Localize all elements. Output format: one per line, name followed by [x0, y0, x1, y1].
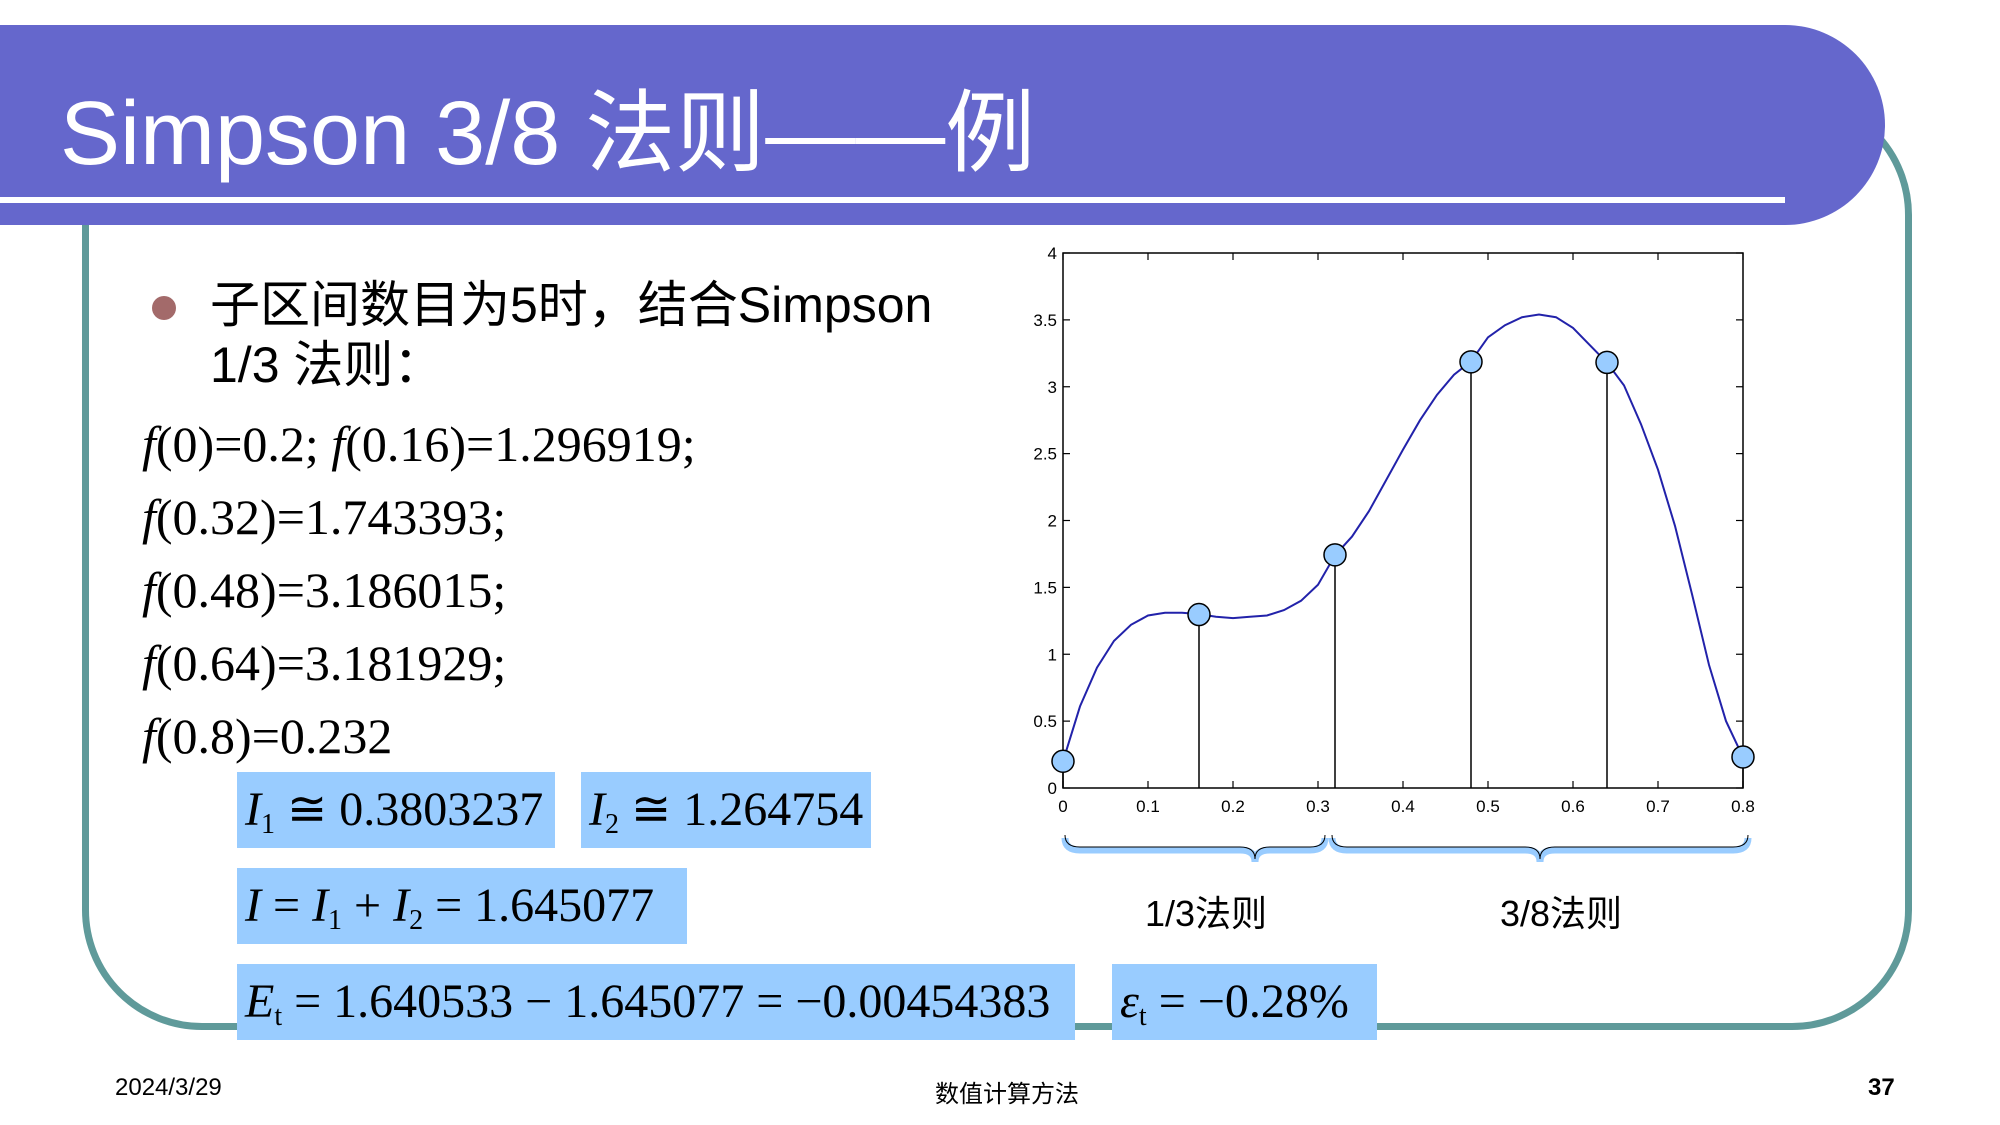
formula-variable: I: [393, 879, 410, 932]
axis-ticks: 0 0.1 0.2 0.3 0.4 0.5 0.6 0.7 0.8 0 0.5 1 1.5 2 2.5 3 3.…: [1033, 244, 1754, 816]
bullet-line-1: 子区间数目为5时，结合Simpson: [210, 277, 933, 333]
i2-formula-box: I2 ≅ 1.264754: [581, 772, 871, 848]
x-tick-label: 0.2: [1221, 797, 1245, 816]
x-tick-label: 0.5: [1476, 797, 1500, 816]
true-error-box: Et = 1.640533 − 1.645077 = −0.00454383: [237, 964, 1075, 1040]
total-integral-box: I = I1 + I2 = 1.645077: [237, 868, 687, 944]
y-tick-label: 1: [1048, 645, 1057, 664]
function-value: (0.16)=1.296919;: [345, 416, 696, 472]
formula-subscript: 2: [409, 905, 424, 936]
formula-subscript: 1: [328, 905, 343, 936]
x-tick-label: 0.3: [1306, 797, 1330, 816]
function-symbol: f: [142, 708, 156, 764]
y-tick-label: 0: [1048, 779, 1057, 798]
function-symbol: f: [142, 416, 156, 472]
y-tick-label: 2: [1048, 512, 1057, 531]
function-value: (0)=0.2;: [155, 416, 332, 472]
data-point: [1731, 745, 1755, 769]
function-values: f(0)=0.2; f(0.16)=1.296919; f(0.32)=1.74…: [142, 408, 696, 773]
i1-formula-box: I1 ≅ 0.3803237: [237, 772, 555, 848]
x-tick-label: 0.1: [1136, 797, 1160, 816]
formula-variable: E: [245, 975, 275, 1028]
x-tick-label: 0.7: [1646, 797, 1670, 816]
function-symbol: f: [142, 489, 156, 545]
formula-variable: I: [245, 879, 261, 932]
data-point: [1323, 543, 1347, 567]
y-tick-label: 2.5: [1033, 445, 1057, 464]
data-points: [1051, 350, 1755, 773]
formula-value: ≅ 0.3803237: [274, 783, 544, 836]
formula-subscript: t: [1138, 1001, 1147, 1032]
function-curve: [1062, 313, 1744, 762]
x-tick-label: 0.8: [1731, 797, 1755, 816]
three-eighths-rule-brace-edge: [1331, 834, 1749, 860]
one-third-rule-label: 1/3法则: [1145, 893, 1268, 934]
y-tick-label: 3.5: [1033, 311, 1057, 330]
formula-subscript: 1: [260, 809, 275, 840]
one-third-rule-brace-edge: [1064, 834, 1326, 860]
footer-date: 2024/3/29: [115, 1074, 222, 1101]
formula-value: = 1.640533 − 1.645077 = −0.00454383: [282, 975, 1051, 1028]
bullet-line-2: 1/3 法则：: [210, 337, 444, 393]
formula-variable: ε: [1120, 975, 1139, 1028]
data-point: [1595, 350, 1619, 375]
formula-value: ≅ 1.264754: [618, 783, 864, 836]
title-band: [0, 25, 1885, 225]
function-line-4: f(0.64)=3.181929;: [142, 627, 696, 700]
y-tick-label: 3: [1048, 378, 1057, 397]
footer-course: 数值计算方法: [935, 1081, 1079, 1108]
function-symbol: f: [142, 635, 156, 691]
three-eighths-rule-label: 3/8法则: [1500, 893, 1623, 934]
data-point: [1459, 350, 1483, 374]
y-tick-label: 4: [1048, 244, 1057, 263]
y-tick-label: 1.5: [1033, 578, 1057, 597]
plot-frame: [1062, 252, 1744, 789]
function-value: (0.32)=1.743393;: [155, 489, 507, 545]
formula-subscript: 2: [604, 809, 619, 840]
slide-title: Simpson 3/8 法则——例: [60, 84, 1036, 184]
point-stems: [1062, 361, 1744, 788]
bullet-icon: [152, 296, 176, 320]
formula-variable: I: [312, 879, 329, 932]
function-symbol: f: [331, 416, 346, 472]
data-point: [1051, 749, 1075, 773]
x-tick-label: 0.4: [1391, 797, 1415, 816]
function-value: (0.48)=3.186015;: [155, 562, 507, 618]
function-line-1: f(0)=0.2; f(0.16)=1.296919;: [142, 408, 696, 481]
formula-operator: +: [342, 879, 394, 932]
formula-operator: =: [260, 879, 313, 932]
formula-subscript: t: [274, 1001, 283, 1032]
function-line-3: f(0.48)=3.186015;: [142, 554, 696, 627]
data-point: [1187, 602, 1211, 627]
function-value: (0.64)=3.181929;: [155, 635, 507, 691]
formula-value: = 1.645077: [423, 879, 655, 932]
y-tick-label: 0.5: [1033, 712, 1057, 731]
function-value: (0.8)=0.232: [155, 708, 393, 764]
title-underline: [0, 197, 1785, 203]
bullet-text: 子区间数目为5时，结合Simpson 1/3 法则：: [210, 275, 990, 395]
x-tick-label: 0.6: [1561, 797, 1585, 816]
x-tick-label: 0: [1058, 797, 1067, 816]
relative-error-box: εt = −0.28%: [1112, 964, 1377, 1040]
formula-value: = −0.28%: [1146, 975, 1349, 1028]
function-line-2: f(0.32)=1.743393;: [142, 481, 696, 554]
formula-variable: I: [589, 783, 605, 836]
one-third-rule-brace: [1061, 837, 1329, 863]
function-symbol: f: [142, 562, 156, 618]
footer-page-number: 37: [1868, 1074, 1895, 1101]
simpson-chart: 0 0.1 0.2 0.3 0.4 0.5 0.6 0.7 0.8 0 0.5 1 1.5 2 2.5 3 3.…: [1033, 244, 1755, 863]
three-eighths-rule-brace: [1328, 837, 1752, 863]
formula-variable: I: [245, 783, 261, 836]
function-line-5: f(0.8)=0.232: [142, 700, 696, 773]
